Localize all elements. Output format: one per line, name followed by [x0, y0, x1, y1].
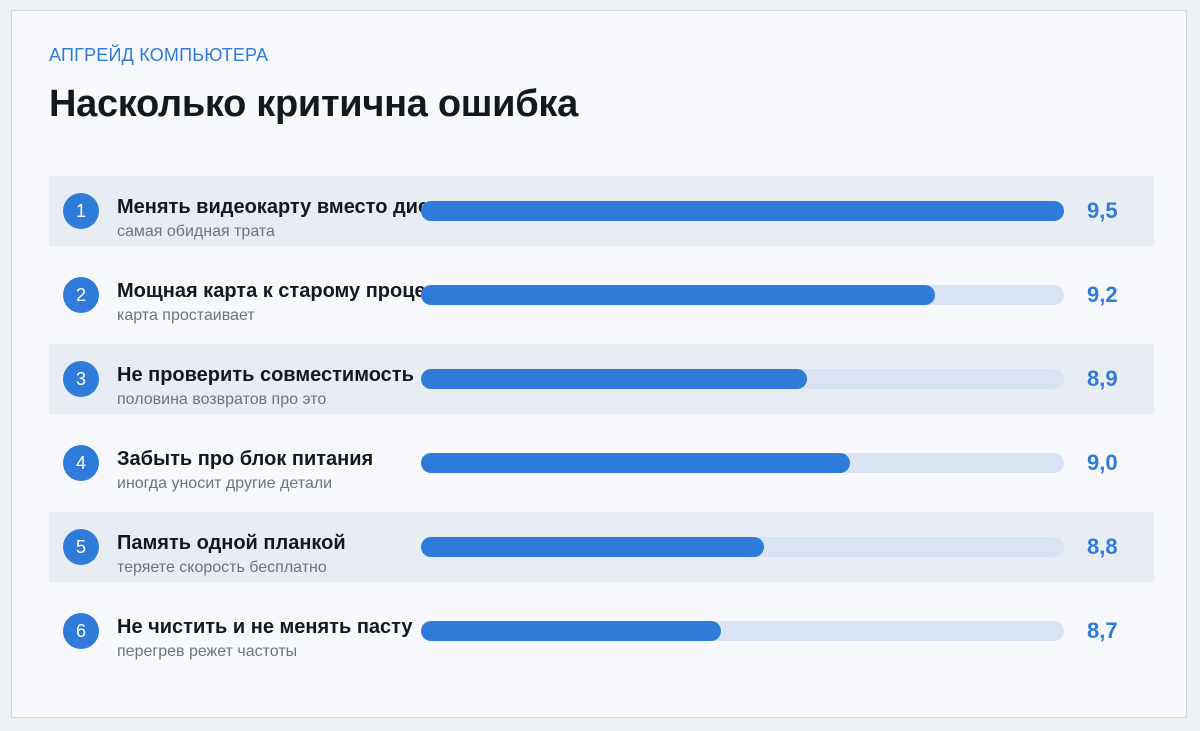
bar-track — [421, 285, 1064, 305]
value-label: 8,7 — [1087, 618, 1118, 643]
ranking-row: 3 Не проверить совместимость половина во… — [49, 344, 1154, 414]
bar-track — [421, 201, 1064, 221]
row-note: карта простаивает — [117, 307, 255, 324]
rank-badge: 1 — [63, 193, 99, 229]
rank-badge: 6 — [63, 613, 99, 649]
value-label: 9,0 — [1087, 450, 1118, 475]
bar-track — [421, 537, 1064, 557]
bar-fill — [421, 621, 722, 641]
ranking-row: 5 Память одной планкой теряете скорость … — [49, 512, 1154, 582]
row-note: перегрев режет частоты — [117, 643, 298, 660]
ranking-row: 4 Забыть про блок питания иногда уносит … — [49, 428, 1154, 498]
bar-track — [421, 453, 1064, 473]
bar-fill — [421, 201, 1064, 221]
ranking-list: 1 Менять видеокарту вместо диска самая о… — [49, 176, 1154, 680]
row-label: Память одной планкой — [117, 532, 346, 554]
rank-badge: 3 — [63, 361, 99, 397]
ranking-row: 2 Мощная карта к старому процессору карт… — [49, 260, 1154, 330]
kicker-label: АПГРЕЙД КОМПЬЮТЕРА — [49, 45, 269, 65]
bar-fill — [421, 369, 807, 389]
ranking-row: 6 Не чистить и не менять пасту перегрев … — [49, 596, 1154, 666]
bar-track — [421, 621, 1064, 641]
value-label: 9,2 — [1087, 282, 1118, 307]
value-label: 8,8 — [1087, 534, 1118, 559]
row-note: самая обидная трата — [117, 223, 275, 240]
ranking-row: 1 Менять видеокарту вместо диска самая о… — [49, 176, 1154, 246]
bar-track — [421, 369, 1064, 389]
row-note: иногда уносит другие детали — [117, 475, 333, 492]
page-title: Насколько критична ошибка — [49, 83, 578, 125]
row-label: Мощная карта к старому процессору — [117, 280, 425, 302]
row-label: Не проверить совместимость — [117, 364, 414, 386]
rank-badge: 2 — [63, 277, 99, 313]
rank-badge: 5 — [63, 529, 99, 565]
row-note: половина возвратов про это — [117, 391, 327, 408]
row-label: Не чистить и не менять пасту — [117, 616, 413, 638]
bar-fill — [421, 453, 850, 473]
bar-fill — [421, 537, 764, 557]
chart-card: АПГРЕЙД КОМПЬЮТЕРА Насколько критична ош… — [11, 10, 1187, 718]
row-label: Забыть про блок питания — [117, 448, 374, 470]
row-label: Менять видеокарту вместо диска — [117, 196, 425, 218]
value-label: 9,5 — [1087, 198, 1118, 223]
value-label: 8,9 — [1087, 366, 1118, 391]
rank-badge: 4 — [63, 445, 99, 481]
bar-fill — [421, 285, 936, 305]
row-note: теряете скорость бесплатно — [117, 559, 327, 576]
